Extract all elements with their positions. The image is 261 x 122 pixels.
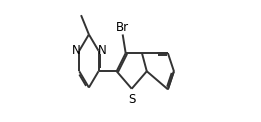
Text: Br: Br [116,21,129,34]
Text: N: N [72,44,80,57]
Text: N: N [98,44,106,57]
Text: S: S [128,93,135,106]
